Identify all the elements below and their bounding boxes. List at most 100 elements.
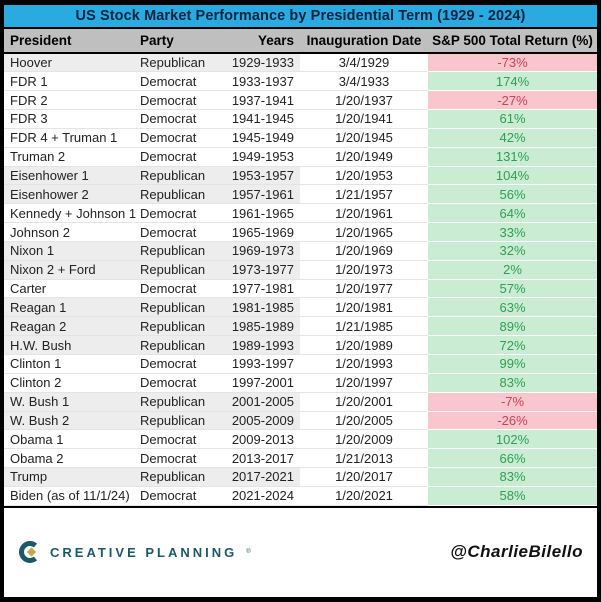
- cell-party: Republican: [136, 53, 226, 73]
- cell-return: -26%: [428, 411, 597, 431]
- cell-president: Nixon 1: [4, 241, 136, 261]
- creative-planning-logo-icon: [19, 541, 38, 564]
- cell-inauguration-date: 1/20/1961: [300, 203, 428, 224]
- cell-return: -27%: [428, 90, 597, 111]
- table-row: Reagan 2 Republican 1985-1989 1/21/1985 89%: [4, 316, 597, 337]
- table-row: Trump Republican 2017-2021 1/20/2017 83%: [4, 467, 597, 487]
- table-row: Hoover Republican 1929-1933 3/4/1929 -73%: [4, 53, 597, 73]
- cell-return: 174%: [428, 71, 597, 92]
- cell-president: Obama 1: [4, 429, 136, 450]
- cell-return: 32%: [428, 241, 597, 261]
- table-row: Obama 2 Democrat 2013-2017 1/21/2013 66%: [4, 448, 597, 469]
- performance-table: President Party Years Inauguration Date …: [4, 29, 597, 506]
- cell-return: -7%: [428, 392, 597, 412]
- cell-inauguration-date: 3/4/1929: [300, 53, 428, 73]
- table-row: Truman 2 Democrat 1949-1953 1/20/1949 131%: [4, 147, 597, 167]
- cell-inauguration-date: 3/4/1933: [300, 71, 428, 92]
- cell-years: 1929-1933: [226, 53, 300, 73]
- table-row: Reagan 1 Republican 1981-1985 1/20/1981 63%: [4, 297, 597, 318]
- cell-inauguration-date: 1/20/1997: [300, 373, 428, 393]
- table-row: Nixon 2 + Ford Republican 1973-1977 1/20/19…: [4, 260, 597, 280]
- cell-party: Republican: [136, 335, 226, 355]
- cell-inauguration-date: 1/20/1953: [300, 166, 428, 186]
- cell-return: 72%: [428, 335, 597, 355]
- cell-president: Johnson 2: [4, 222, 136, 242]
- cell-years: 1945-1949: [226, 128, 300, 148]
- cell-president: H.W. Bush: [4, 335, 136, 355]
- column-header-years: Years: [226, 29, 300, 54]
- cell-years: 1933-1937: [226, 71, 300, 92]
- cell-inauguration-date: 1/20/1989: [300, 335, 428, 355]
- cell-years: 2001-2005: [226, 392, 300, 412]
- cell-president: FDR 4 + Truman 1: [4, 128, 136, 148]
- table-row: H.W. Bush Republican 1989-1993 1/20/1989 72%: [4, 335, 597, 355]
- cell-party: Republican: [136, 392, 226, 412]
- cell-president: Obama 2: [4, 448, 136, 469]
- footer: CREATIVE PLANNING ® @CharlieBilello: [4, 505, 597, 597]
- cell-years: 1977-1981: [226, 279, 300, 299]
- table-row: Johnson 2 Democrat 1965-1969 1/20/1965 33%: [4, 222, 597, 242]
- cell-president: Trump: [4, 467, 136, 487]
- cell-return: 89%: [428, 316, 597, 337]
- cell-party: Republican: [136, 260, 226, 280]
- cell-party: Democrat: [136, 147, 226, 167]
- cell-return: 66%: [428, 448, 597, 469]
- cell-party: Democrat: [136, 448, 226, 469]
- table-header: President Party Years Inauguration Date …: [4, 29, 597, 54]
- cell-return: 57%: [428, 279, 597, 299]
- cell-president: Nixon 2 + Ford: [4, 260, 136, 280]
- cell-return: 99%: [428, 354, 597, 374]
- cell-president: Biden (as of 11/1/24): [4, 486, 136, 506]
- cell-years: 2009-2013: [226, 429, 300, 450]
- cell-party: Democrat: [136, 279, 226, 299]
- cell-return: 63%: [428, 297, 597, 318]
- cell-party: Republican: [136, 241, 226, 261]
- column-header-sp500-total-return: S&P 500 Total Return (%): [428, 29, 597, 54]
- cell-inauguration-date: 1/20/1949: [300, 147, 428, 167]
- cell-president: Eisenhower 1: [4, 166, 136, 186]
- cell-president: Eisenhower 2: [4, 184, 136, 205]
- table-row: Obama 1 Democrat 2009-2013 1/20/2009 102%: [4, 429, 597, 450]
- cell-inauguration-date: 1/20/2021: [300, 486, 428, 506]
- cell-inauguration-date: 1/20/1941: [300, 109, 428, 129]
- cell-return: 104%: [428, 166, 597, 186]
- cell-return: 33%: [428, 222, 597, 242]
- cell-years: 1937-1941: [226, 90, 300, 111]
- cell-return: 131%: [428, 147, 597, 167]
- cell-president: W. Bush 2: [4, 411, 136, 431]
- cell-party: Republican: [136, 297, 226, 318]
- page-title: US Stock Market Performance by President…: [75, 8, 526, 24]
- column-header-president: President: [4, 29, 136, 54]
- cell-party: Democrat: [136, 203, 226, 224]
- cell-inauguration-date: 1/21/1957: [300, 184, 428, 205]
- title-bar: US Stock Market Performance by President…: [4, 5, 597, 29]
- table-row: FDR 2 Democrat 1937-1941 1/20/1937 -27%: [4, 90, 597, 111]
- table-row: Nixon 1 Republican 1969-1973 1/20/1969 32%: [4, 241, 597, 261]
- cell-inauguration-date: 1/20/1965: [300, 222, 428, 242]
- cell-party: Democrat: [136, 222, 226, 242]
- cell-years: 1997-2001: [226, 373, 300, 393]
- cell-party: Democrat: [136, 354, 226, 374]
- cell-party: Democrat: [136, 71, 226, 92]
- cell-inauguration-date: 1/20/2009: [300, 429, 428, 450]
- cell-inauguration-date: 1/20/1937: [300, 90, 428, 111]
- cell-years: 1949-1953: [226, 147, 300, 167]
- table-body: Hoover Republican 1929-1933 3/4/1929 -73% FDR…: [4, 53, 597, 506]
- cell-party: Democrat: [136, 429, 226, 450]
- column-header-inauguration-date: Inauguration Date: [300, 29, 428, 54]
- cell-years: 1993-1997: [226, 354, 300, 374]
- cell-inauguration-date: 1/21/1985: [300, 316, 428, 337]
- cell-president: FDR 1: [4, 71, 136, 92]
- cell-party: Democrat: [136, 109, 226, 129]
- cell-president: Kennedy + Johnson 1: [4, 203, 136, 224]
- cell-years: 1953-1957: [226, 166, 300, 186]
- cell-inauguration-date: 1/20/1993: [300, 354, 428, 374]
- cell-years: 1957-1961: [226, 184, 300, 205]
- cell-years: 2013-2017: [226, 448, 300, 469]
- cell-inauguration-date: 1/20/2001: [300, 392, 428, 412]
- table-row: Clinton 2 Democrat 1997-2001 1/20/1997 83%: [4, 373, 597, 393]
- cell-inauguration-date: 1/20/1981: [300, 297, 428, 318]
- cell-years: 2017-2021: [226, 467, 300, 487]
- brand-name: CREATIVE PLANNING: [50, 544, 238, 560]
- cell-inauguration-date: 1/20/1973: [300, 260, 428, 280]
